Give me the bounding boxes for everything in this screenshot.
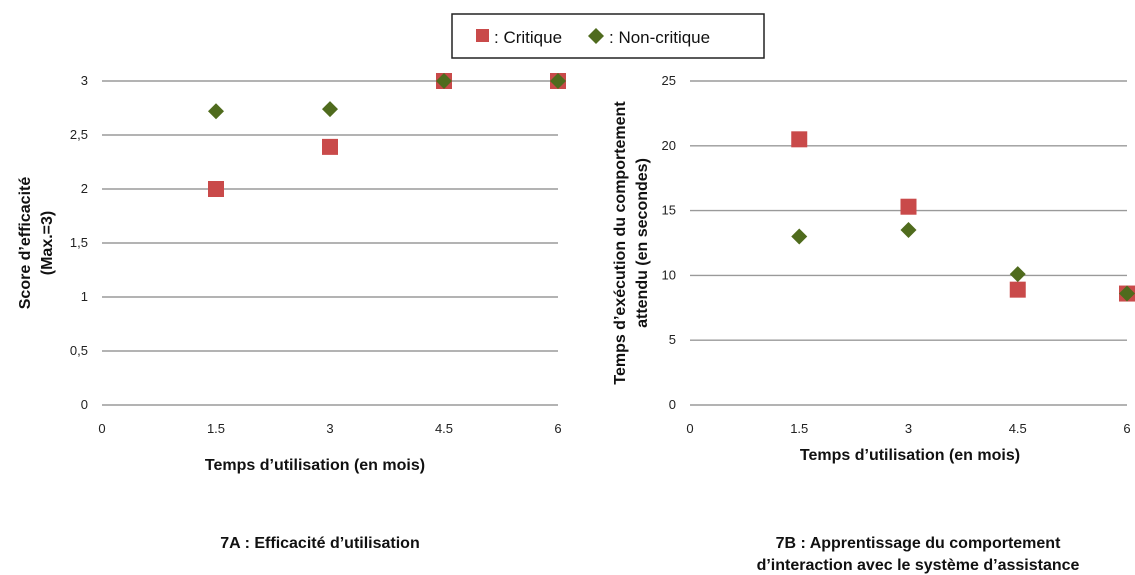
- chart-7a-x-tick-label: 4.5: [435, 421, 453, 436]
- chart-7b-x-tick-label: 6: [1123, 421, 1130, 436]
- chart-7a-x-tick-label: 0: [98, 421, 105, 436]
- chart-7b-point-critique: [900, 198, 917, 215]
- chart-7a-x-tick-label: 1.5: [207, 421, 225, 436]
- chart-7b-point-non-critique: [900, 222, 917, 239]
- chart-7a-y-tick-label: 2: [81, 181, 88, 196]
- chart-7b-y-axis-title-line2: attendu (en secondes): [634, 158, 651, 328]
- chart-7b-x-tick-label: 1.5: [790, 421, 808, 436]
- chart-7b-point-non-critique: [791, 228, 808, 245]
- chart-7b-caption-line2: d’interaction avec le système d’assistan…: [757, 557, 1080, 574]
- chart-7b-x-tick-label: 0: [686, 421, 693, 436]
- chart-7b-y-tick-label: 15: [662, 203, 676, 218]
- chart-7b-point-critique: [791, 131, 808, 148]
- chart-7b-y-tick-label: 10: [662, 267, 676, 282]
- chart-7a-y-tick-label: 3: [81, 73, 88, 88]
- chart-7b-y-ticks: 0 5 10 15 20 25: [662, 73, 676, 412]
- chart-7a: 0 0,5 1 1,5 2 2,5 3 0 1.5 3 4.5 6 Temps d’utilisat…: [17, 73, 566, 552]
- chart-7b-y-tick-label: 20: [662, 138, 676, 153]
- chart-7b-x-tick-label: 4.5: [1009, 421, 1027, 436]
- legend-non-critique-label: : Non-critique: [609, 28, 710, 47]
- chart-7a-point-non-critique: [550, 73, 566, 89]
- chart-7a-gridlines: [102, 80, 558, 406]
- chart-7a-y-ticks: 0 0,5 1 1,5 2 2,5 3: [70, 73, 88, 412]
- chart-7b-y-axis-title-line1: Temps d’exécution du comportement: [612, 101, 629, 385]
- chart-7a-y-tick-label: 0: [81, 397, 88, 412]
- chart-7a-point-critique: [322, 138, 338, 155]
- chart-7a-point-non-critique: [208, 103, 224, 120]
- chart-7a-y-tick-label: 0,5: [70, 343, 88, 358]
- chart-7b-point-non-critique: [1119, 285, 1135, 302]
- chart-7b-x-axis-title: Temps d’utilisation (en mois): [800, 447, 1020, 464]
- legend-frame: [451, 13, 765, 59]
- legend: : Critique : Non-critique: [451, 13, 765, 59]
- chart-7b-points: [791, 131, 1135, 302]
- chart-7b-x-ticks: 0 1.5 3 4.5 6: [686, 421, 1130, 436]
- chart-7b-y-tick-label: 0: [669, 397, 676, 412]
- chart-7a-x-axis-title: Temps d’utilisation (en mois): [205, 457, 425, 474]
- legend-critique-label: : Critique: [494, 28, 562, 47]
- chart-7a-y-tick-label: 1: [81, 289, 88, 304]
- chart-7a-y-axis-title-line1: Score d’efficacité: [17, 177, 34, 310]
- chart-7a-point-non-critique: [436, 73, 452, 89]
- legend-critique-marker: [476, 29, 489, 42]
- chart-7b-y-tick-label: 5: [669, 332, 676, 347]
- chart-7a-caption: 7A : Efficacité d’utilisation: [220, 535, 419, 552]
- chart-7a-y-tick-label: 2,5: [70, 127, 88, 142]
- legend-non-critique-marker: [588, 28, 604, 44]
- chart-7a-points: [208, 73, 566, 197]
- chart-7b-point-critique: [1009, 281, 1026, 298]
- chart-7b-gridlines: [690, 80, 1127, 406]
- chart-7a-point-non-critique: [322, 101, 338, 118]
- chart-7b-y-tick-label: 25: [662, 73, 676, 88]
- chart-7b-caption-line1: 7B : Apprentissage du comportement: [776, 535, 1061, 552]
- chart-7a-point-critique: [208, 181, 224, 197]
- chart-7a-x-tick-label: 3: [326, 421, 333, 436]
- chart-7a-y-tick-label: 1,5: [70, 235, 88, 250]
- chart-7b: 0 5 10 15 20 25 0 1.5 3 4.5 6 Temps d’utilisation…: [612, 73, 1135, 574]
- chart-7b-point-non-critique: [1009, 266, 1026, 283]
- chart-7a-x-ticks: 0 1.5 3 4.5 6: [98, 421, 561, 436]
- chart-7a-x-tick-label: 6: [554, 421, 561, 436]
- chart-7b-x-tick-label: 3: [905, 421, 912, 436]
- chart-7a-y-axis-title-line2: (Max.=3): [39, 211, 56, 275]
